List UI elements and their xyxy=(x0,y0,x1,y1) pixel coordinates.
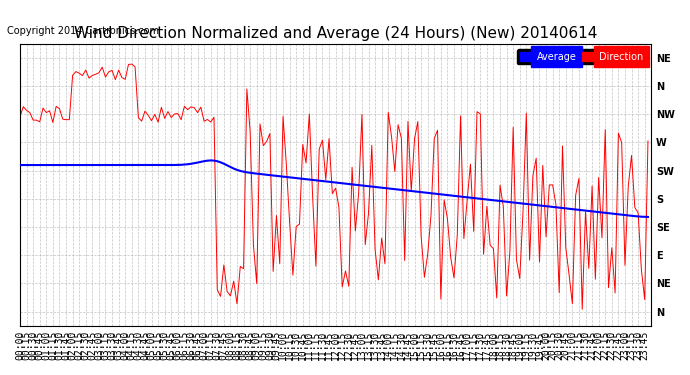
Title: Wind Direction Normalized and Average (24 Hours) (New) 20140614: Wind Direction Normalized and Average (2… xyxy=(74,26,598,41)
Legend: Average, Direction: Average, Direction xyxy=(517,49,647,64)
Text: Copyright 2014 Cartronics.com: Copyright 2014 Cartronics.com xyxy=(7,26,159,36)
